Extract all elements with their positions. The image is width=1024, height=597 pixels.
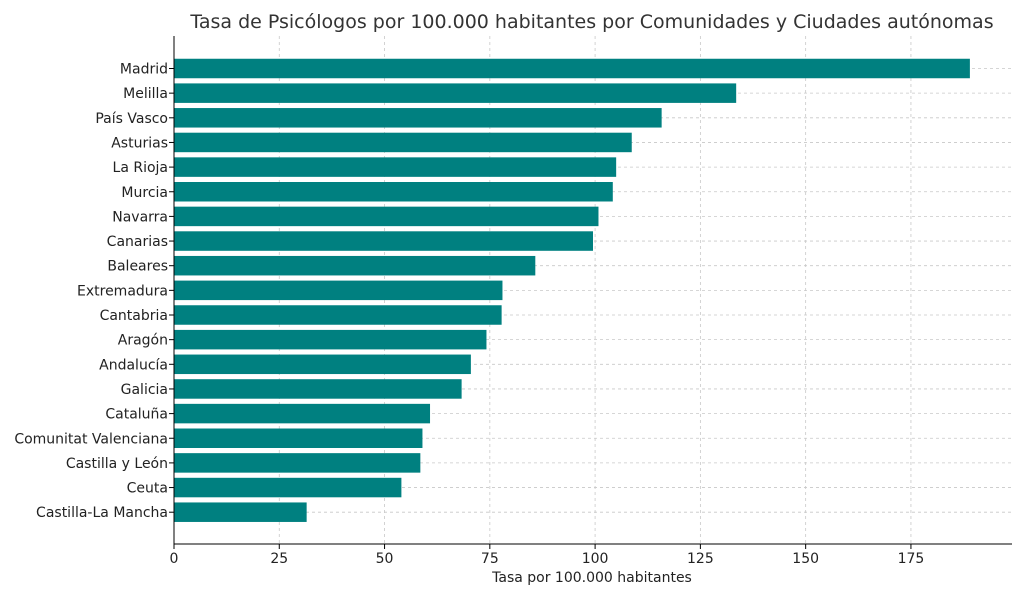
y-tick-label: Andalucía	[99, 357, 168, 373]
bar-andaluc-a	[174, 354, 471, 375]
y-tick-label: Melilla	[123, 86, 168, 102]
bar-la-rioja	[174, 157, 617, 177]
y-tick-label: La Rioja	[113, 160, 168, 176]
y-tick-label: Galicia	[121, 382, 168, 398]
y-tick-label: Comunitat Valenciana	[14, 431, 168, 447]
bar-galicia	[174, 379, 462, 399]
x-axis-ticks: 0 25 50 75 100 125 150 175	[170, 544, 925, 567]
y-axis-ticks: Madrid Melilla País Vasco Asturias La Rioja M…	[14, 62, 174, 521]
bar-navarra	[174, 206, 599, 227]
bar-ceuta	[174, 477, 402, 498]
bar-melilla	[174, 83, 737, 103]
x-tick-label: 175	[898, 551, 925, 567]
x-tick-label: 150	[792, 551, 819, 567]
x-tick-label: 0	[170, 551, 179, 567]
y-tick-label: Asturias	[111, 135, 168, 151]
y-tick-label: Extremadura	[77, 283, 168, 299]
bar-comunitat-valenciana	[174, 428, 423, 448]
x-tick-label: 125	[687, 551, 714, 567]
y-tick-label: Madrid	[120, 62, 168, 78]
y-tick-label: Cantabria	[100, 308, 168, 324]
x-tick-label: 75	[481, 551, 499, 567]
x-tick-label: 25	[270, 551, 288, 567]
y-tick-label: Baleares	[107, 259, 168, 275]
y-tick-label: Aragón	[118, 333, 168, 349]
bar-baleares	[174, 255, 536, 276]
y-tick-label: Castilla y León	[66, 456, 168, 472]
bar-madrid	[174, 58, 970, 79]
y-tick-label: País Vasco	[95, 111, 168, 127]
bar-cantabria	[174, 305, 502, 325]
y-tick-label: Murcia	[121, 185, 168, 201]
bar-arag-n	[174, 329, 487, 350]
chart-title: Tasa de Psicólogos por 100.000 habitante…	[189, 11, 993, 33]
bar-canarias	[174, 231, 593, 251]
bar-catalu-a	[174, 403, 431, 424]
x-tick-label: 50	[376, 551, 394, 567]
y-tick-label: Canarias	[107, 234, 168, 250]
bars	[174, 58, 970, 522]
bar-murcia	[174, 182, 613, 202]
y-tick-label: Castilla-La Mancha	[36, 505, 168, 521]
bar-asturias	[174, 132, 632, 153]
x-axis-label: Tasa por 100.000 habitantes	[491, 570, 692, 586]
bar-pa-s-vasco	[174, 108, 662, 128]
bar-castilla-y-le-n	[174, 453, 421, 473]
bar-castilla-la-mancha	[174, 502, 307, 522]
bar-extremadura	[174, 280, 503, 301]
x-tick-label: 100	[582, 551, 609, 567]
y-tick-label: Navarra	[112, 209, 168, 225]
y-tick-label: Ceuta	[127, 481, 168, 497]
y-tick-label: Cataluña	[105, 407, 168, 423]
